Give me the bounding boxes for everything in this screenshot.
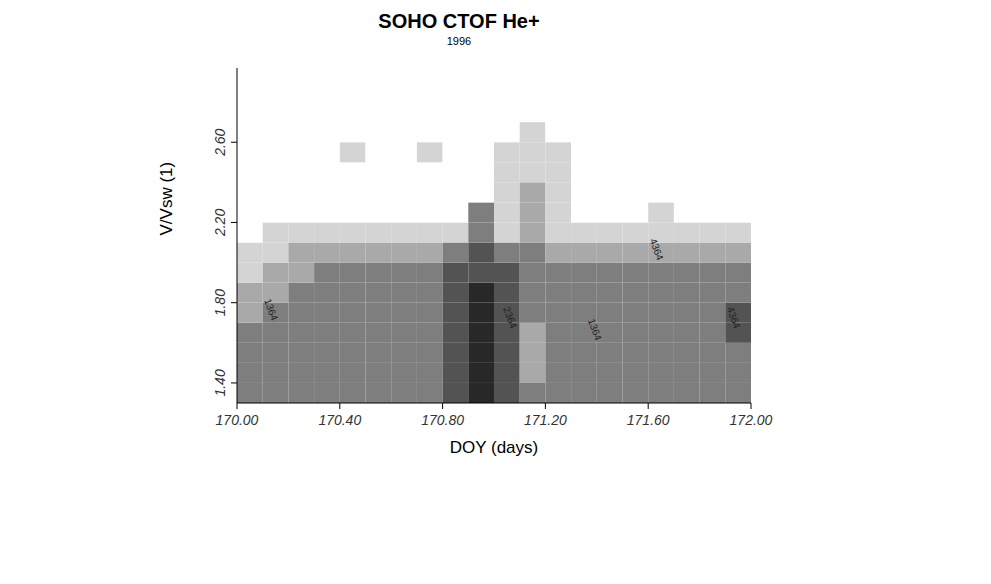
html-text:1996: 1996 <box>446 35 472 47</box>
svg-text:171.60: 171.60 <box>627 412 670 428</box>
svg-text:V/Vsw (1): V/Vsw (1) <box>157 162 176 236</box>
svg-text:2.20: 2.20 <box>212 209 228 237</box>
svg-text:4364: 4364 <box>648 237 666 262</box>
svg-text:1.40: 1.40 <box>212 369 228 396</box>
svg-text:170.00: 170.00 <box>216 412 259 428</box>
svg-text:172.00: 172.00 <box>730 412 773 428</box>
svg-text:171.20: 171.20 <box>524 412 567 428</box>
svg-text:1364: 1364 <box>586 317 604 342</box>
svg-text:1364: 1364 <box>262 297 280 322</box>
svg-text:2.60: 2.60 <box>212 128 228 156</box>
html-text:SOHO CTOF He+: SOHO CTOF He+ <box>378 10 540 32</box>
svg-text:2364: 2364 <box>501 305 519 330</box>
svg-text:170.40: 170.40 <box>318 412 361 428</box>
svg-text:DOY (days): DOY (days) <box>450 438 539 457</box>
svg-text:170.80: 170.80 <box>421 412 464 428</box>
svg-text:4364: 4364 <box>725 305 743 330</box>
svg-text:1.80: 1.80 <box>212 289 228 316</box>
